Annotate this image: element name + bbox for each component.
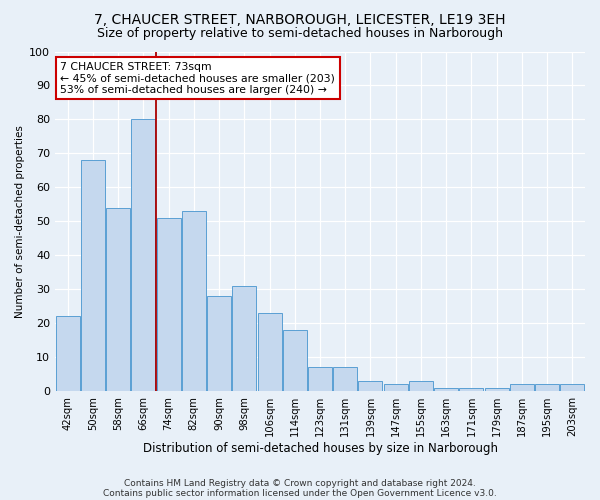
Bar (460, 388, 484, 391)
Text: 7 CHAUCER STREET: 73sqm
← 45% of semi-detached houses are smaller (203)
53% of s: 7 CHAUCER STREET: 73sqm ← 45% of semi-de… (61, 62, 335, 95)
Bar (157, 218, 181, 391)
Bar (308, 368, 332, 391)
Bar (358, 381, 382, 391)
Bar (560, 384, 584, 391)
Bar (56, 316, 80, 391)
Bar (485, 388, 509, 391)
Bar (434, 388, 458, 391)
Bar (182, 211, 206, 391)
Bar (535, 384, 559, 391)
Bar (510, 384, 534, 391)
Bar (207, 296, 231, 391)
Text: Contains public sector information licensed under the Open Government Licence v3: Contains public sector information licen… (103, 488, 497, 498)
Y-axis label: Number of semi-detached properties: Number of semi-detached properties (15, 125, 25, 318)
Bar (257, 313, 281, 391)
Bar (409, 381, 433, 391)
Bar (106, 208, 130, 391)
Bar (384, 384, 408, 391)
Text: Contains HM Land Registry data © Crown copyright and database right 2024.: Contains HM Land Registry data © Crown c… (124, 478, 476, 488)
Bar (232, 286, 256, 391)
Bar (81, 160, 105, 391)
Bar (333, 368, 357, 391)
Text: 7, CHAUCER STREET, NARBOROUGH, LEICESTER, LE19 3EH: 7, CHAUCER STREET, NARBOROUGH, LEICESTER… (94, 12, 506, 26)
Bar (131, 120, 155, 391)
Bar (283, 330, 307, 391)
Text: Size of property relative to semi-detached houses in Narborough: Size of property relative to semi-detach… (97, 28, 503, 40)
X-axis label: Distribution of semi-detached houses by size in Narborough: Distribution of semi-detached houses by … (143, 442, 497, 455)
